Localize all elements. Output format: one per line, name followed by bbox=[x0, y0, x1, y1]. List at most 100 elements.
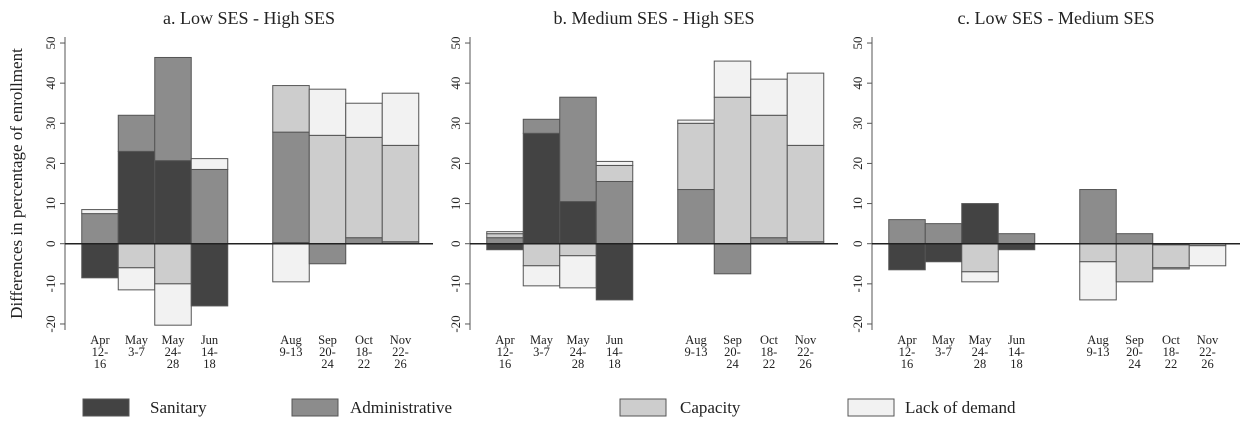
bar bbox=[961, 271, 999, 283]
bar bbox=[888, 219, 926, 245]
panel-title: c. Low SES - Medium SES bbox=[957, 8, 1154, 28]
y-tick-label: 30 bbox=[850, 117, 865, 130]
bar bbox=[1115, 233, 1154, 245]
bar bbox=[1079, 243, 1117, 263]
bar bbox=[154, 243, 192, 285]
bar bbox=[522, 243, 561, 267]
bar bbox=[1152, 267, 1190, 270]
y-tick-label: 0 bbox=[850, 240, 865, 247]
legend-label: Administrative bbox=[350, 398, 452, 417]
x-tick-label: Nov 22-26 bbox=[1196, 333, 1219, 371]
bar bbox=[486, 233, 524, 239]
bar bbox=[888, 243, 926, 271]
bar bbox=[522, 118, 561, 134]
bar bbox=[713, 60, 752, 98]
x-tick-label: Apr 12-16 bbox=[90, 333, 110, 371]
bar bbox=[713, 243, 752, 275]
panel-title: b. Medium SES - High SES bbox=[553, 8, 754, 28]
bar bbox=[997, 243, 1036, 251]
x-tick-label: Nov 22-26 bbox=[389, 333, 412, 371]
bar bbox=[1079, 261, 1117, 301]
bar bbox=[522, 132, 561, 245]
y-tick-label: 0 bbox=[43, 240, 58, 247]
bar bbox=[308, 243, 347, 265]
bar bbox=[117, 243, 156, 269]
bar bbox=[190, 243, 229, 307]
bar bbox=[786, 144, 825, 243]
y-tick-label: 30 bbox=[448, 117, 463, 130]
x-tick-label: Jun 14-18 bbox=[200, 333, 219, 371]
bar bbox=[924, 243, 963, 263]
bar bbox=[81, 243, 119, 279]
bar bbox=[117, 150, 156, 245]
y-axis-label: Differences in percentage of enrollment bbox=[7, 48, 26, 319]
bar bbox=[190, 168, 229, 245]
bar bbox=[486, 231, 524, 235]
y-tick-label: 40 bbox=[43, 77, 58, 90]
bar bbox=[961, 203, 999, 245]
x-tick-label: Sep 20-24 bbox=[318, 333, 337, 371]
y-tick-label: 30 bbox=[43, 117, 58, 130]
bar bbox=[677, 189, 715, 245]
bar bbox=[750, 237, 788, 245]
legend-swatch bbox=[82, 398, 130, 417]
y-tick-label: 10 bbox=[43, 197, 58, 210]
x-tick-label: Aug 9-13 bbox=[279, 333, 303, 359]
bar bbox=[559, 243, 597, 257]
y-tick-label: 50 bbox=[43, 37, 58, 50]
x-tick-label: Apr 12-16 bbox=[495, 333, 515, 371]
bar bbox=[595, 164, 634, 182]
bar bbox=[486, 237, 524, 245]
bar bbox=[595, 160, 634, 166]
x-tick-label: May 3-7 bbox=[530, 333, 553, 359]
y-tick-label: 50 bbox=[448, 37, 463, 50]
bar bbox=[345, 102, 383, 138]
bar bbox=[786, 72, 825, 146]
y-tick-label: 40 bbox=[850, 77, 865, 90]
bar bbox=[997, 233, 1036, 245]
bar bbox=[1079, 189, 1117, 245]
bar bbox=[81, 209, 119, 215]
x-tick-label: May 24-28 bbox=[566, 333, 590, 371]
x-tick-label: Aug 9-13 bbox=[1086, 333, 1110, 359]
bar bbox=[381, 144, 420, 243]
x-tick-label: Oct 18-22 bbox=[354, 333, 374, 371]
y-tick-label: 50 bbox=[850, 37, 865, 50]
bar bbox=[81, 213, 119, 245]
bar bbox=[924, 223, 963, 245]
bar bbox=[559, 201, 597, 245]
y-tick-label: -20 bbox=[850, 315, 865, 332]
x-tick-label: Sep 20-24 bbox=[723, 333, 742, 371]
y-tick-label: -20 bbox=[43, 315, 58, 332]
bar bbox=[1188, 245, 1227, 267]
y-tick-label: 10 bbox=[448, 197, 463, 210]
bar bbox=[272, 243, 310, 283]
bar bbox=[190, 158, 229, 170]
bar bbox=[308, 134, 347, 245]
x-tick-label: Oct 18-22 bbox=[1161, 333, 1181, 371]
bar bbox=[961, 243, 999, 273]
bar bbox=[1152, 244, 1190, 269]
bar bbox=[713, 96, 752, 245]
x-tick-label: Nov 22-26 bbox=[794, 333, 817, 371]
bar bbox=[272, 131, 310, 244]
bar bbox=[345, 136, 383, 239]
legend-swatch bbox=[847, 398, 895, 417]
bar bbox=[486, 243, 524, 251]
legend-swatch bbox=[619, 398, 667, 417]
bar bbox=[522, 265, 561, 287]
bar bbox=[117, 267, 156, 291]
x-tick-label: May 24-28 bbox=[161, 333, 185, 371]
y-tick-label: 10 bbox=[850, 197, 865, 210]
bar bbox=[117, 114, 156, 152]
bar bbox=[381, 92, 420, 146]
legend-label: Capacity bbox=[680, 398, 741, 417]
x-tick-label: May 3-7 bbox=[932, 333, 955, 359]
bar bbox=[272, 85, 310, 133]
y-tick-label: -10 bbox=[850, 275, 865, 292]
x-tick-label: Jun 14-18 bbox=[1007, 333, 1026, 371]
y-tick-label: -10 bbox=[43, 275, 58, 292]
bar bbox=[595, 180, 634, 245]
